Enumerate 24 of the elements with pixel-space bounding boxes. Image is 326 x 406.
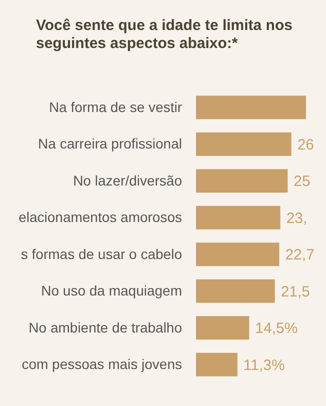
data-label: 22,7 bbox=[285, 246, 314, 264]
bar bbox=[196, 132, 292, 156]
y-tick-label: s formas de usar o cabelo bbox=[20, 246, 182, 262]
y-tick-label: com pessoas mais jovens bbox=[22, 356, 182, 372]
data-label: 26 bbox=[297, 136, 314, 154]
chart-title: Você sente que a idade te limita nos seguintes aspectos abaixo:* bbox=[36, 17, 292, 52]
data-label: 11,3% bbox=[243, 356, 285, 374]
y-tick-label: Na carreira profissional bbox=[38, 136, 182, 152]
bar bbox=[196, 279, 275, 303]
y-tick-label: No lazer/diversão bbox=[73, 172, 182, 188]
y-tick-label: Na forma de se vestir bbox=[48, 98, 182, 115]
y-tick-label: elacionamentos amorosos bbox=[18, 209, 182, 226]
bar bbox=[196, 206, 280, 230]
data-label: 21,5 bbox=[280, 283, 310, 300]
data-label: 14,5% bbox=[255, 320, 298, 338]
data-label: 23, bbox=[286, 210, 308, 227]
bar bbox=[196, 169, 288, 193]
bar bbox=[196, 96, 306, 120]
y-tick-label: No uso da maquiagem bbox=[41, 282, 182, 299]
y-tick-label: No ambiente de trabalho bbox=[28, 319, 182, 336]
bar bbox=[196, 316, 250, 340]
bar bbox=[196, 352, 238, 376]
data-label: 25 bbox=[294, 173, 310, 190]
bar bbox=[196, 242, 280, 266]
